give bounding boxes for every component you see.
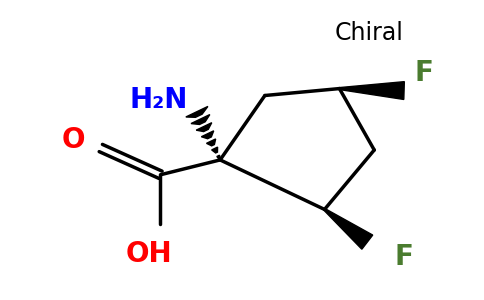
- Polygon shape: [212, 147, 218, 153]
- Polygon shape: [324, 209, 373, 249]
- Text: H₂N: H₂N: [129, 86, 188, 115]
- Text: O: O: [61, 126, 85, 154]
- Text: Chiral: Chiral: [335, 21, 404, 45]
- Text: OH: OH: [125, 240, 172, 268]
- Polygon shape: [196, 123, 212, 132]
- Text: F: F: [414, 59, 433, 87]
- Polygon shape: [217, 155, 221, 160]
- Text: F: F: [394, 243, 413, 271]
- Polygon shape: [191, 115, 210, 124]
- Polygon shape: [201, 131, 214, 139]
- Polygon shape: [339, 82, 404, 100]
- Polygon shape: [186, 106, 208, 117]
- Polygon shape: [207, 139, 216, 146]
